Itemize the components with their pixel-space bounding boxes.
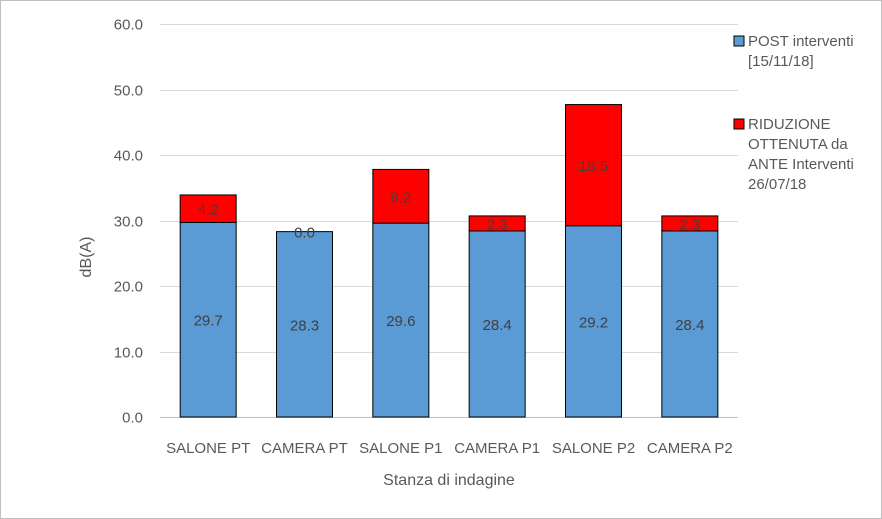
data-label: 2.3 — [487, 216, 508, 233]
data-label: 2.3 — [679, 216, 700, 233]
y-axis-title: dB(A) — [78, 237, 95, 278]
legend-entry-text: [15/11/18] — [748, 53, 814, 70]
x-category-label: CAMERA PT — [261, 440, 348, 457]
data-label: 8.2 — [390, 189, 411, 206]
data-label: 28.4 — [483, 317, 512, 334]
legend-swatch — [733, 118, 745, 130]
bar-segment-post — [661, 230, 719, 418]
y-tick-label: 30.0 — [114, 214, 143, 231]
data-label: 0.0 — [294, 225, 315, 242]
y-tick-label: 20.0 — [114, 279, 143, 296]
bar-segment-post — [179, 221, 237, 418]
x-category-label: CAMERA P1 — [454, 440, 540, 457]
x-category-label: SALONE PT — [166, 440, 250, 457]
legend-entry-text: OTTENUTA da — [748, 136, 848, 153]
x-category-label: CAMERA P2 — [647, 440, 733, 457]
x-category-label: SALONE P2 — [552, 440, 635, 457]
legend-entry-text: ANTE Interventi — [748, 156, 854, 173]
bar-segment-riduzione — [468, 215, 526, 232]
bar-segment-riduzione — [565, 104, 622, 227]
data-label: 29.2 — [579, 314, 608, 331]
x-category-label: SALONE P1 — [359, 440, 442, 457]
data-label: 18.5 — [579, 158, 608, 175]
bar-segment-post — [372, 222, 430, 418]
y-tick-label: 60.0 — [114, 17, 143, 34]
legend-entry-text: RIDUZIONE — [748, 116, 831, 133]
data-label: 4.2 — [198, 202, 219, 219]
y-tick-label: 0.0 — [122, 410, 143, 427]
bar-segment-post — [565, 225, 622, 418]
legend: POST interventi [15/11/18] RIDUZIONE OTTENU… — [733, 33, 854, 193]
data-label: 28.4 — [675, 317, 704, 334]
y-axis: 0.0 10.0 20.0 30.0 40.0 50.0 60.0 — [114, 17, 143, 427]
bar-segment-post — [276, 231, 333, 418]
x-axis: SALONE PT CAMERA PT SALONE P1 CAMERA P1 SALO… — [166, 440, 733, 457]
bars — [179, 104, 719, 418]
data-label: 29.6 — [386, 313, 415, 330]
legend-entry-text: 26/07/18 — [748, 176, 806, 193]
y-tick-label: 50.0 — [114, 83, 143, 100]
x-axis-title: Stanza di indagine — [383, 472, 515, 489]
gridlines — [160, 24, 738, 418]
bar-segment-riduzione — [661, 215, 719, 232]
data-labels: 29.7 4.2 28.3 0.0 29.6 8.2 28.4 2.3 29.2 18.5 28.4… — [194, 158, 705, 334]
y-tick-label: 10.0 — [114, 345, 143, 362]
legend-entry-text: POST interventi — [748, 33, 854, 50]
legend-swatch — [733, 35, 745, 47]
y-tick-label: 40.0 — [114, 148, 143, 165]
data-label: 28.3 — [290, 317, 319, 334]
bar-segment-riduzione — [372, 168, 430, 224]
data-label: 29.7 — [194, 313, 223, 330]
bar-segment-riduzione — [179, 194, 237, 223]
bar-segment-post — [468, 230, 526, 418]
